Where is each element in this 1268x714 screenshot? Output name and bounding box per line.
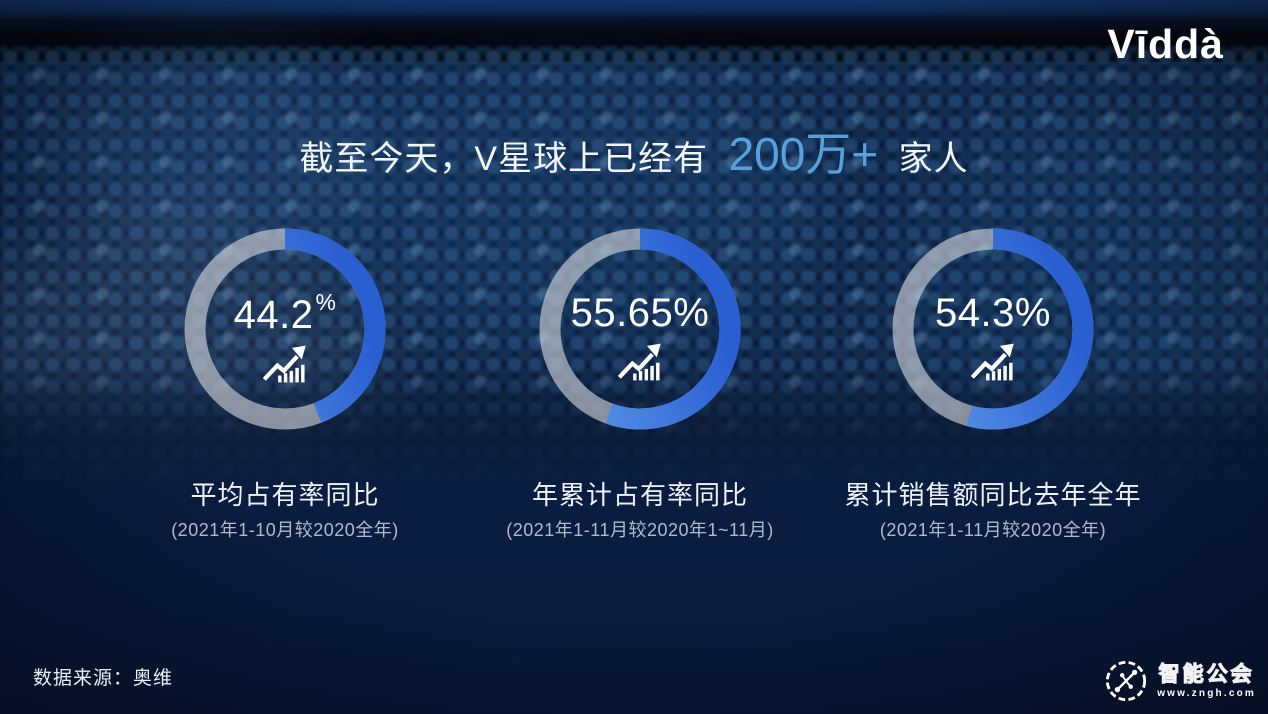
donut-chart-cumulative-sales: 54.3% 累计销售额同比去年全年 (2021年1-11月较2020全年) — [803, 228, 1183, 542]
donut-center: 44.2% — [184, 236, 386, 438]
donut-ring-svg — [184, 228, 386, 430]
donut-center: 55.65% — [539, 236, 741, 438]
title-highlight: 200万+ — [728, 128, 879, 180]
page-title: 截至今天，V星球上已经有 200万+ 家人 — [0, 128, 1268, 185]
circuit-chip-icon — [1106, 660, 1147, 702]
donut-arc — [184, 228, 386, 430]
ceiling-gradient — [0, 0, 1268, 62]
donut-ring-svg — [539, 228, 741, 430]
vidda-logo: Vīddà — [1107, 21, 1224, 67]
chart-period: (2021年1-11月较2020年1~11月) — [506, 520, 774, 541]
donut-ring: 54.3% — [892, 228, 1094, 430]
percent-sign: % — [673, 291, 710, 335]
chart-caption: 平均占有率同比 — [190, 480, 380, 510]
title-prefix: 截至今天，V星球上已经有 — [299, 140, 709, 178]
donut-arc — [892, 228, 1094, 430]
donut-ring: 44.2% — [184, 228, 386, 430]
percent-number: 44.2 — [233, 293, 314, 337]
title-suffix: 家人 — [898, 140, 969, 178]
chart-caption: 累计销售额同比去年全年 — [844, 480, 1142, 510]
chart-caption: 年累计占有率同比 — [531, 480, 748, 510]
donut-arc — [539, 228, 741, 430]
donut-chart-average-share: 44.2% 平均占有率同比 (2021年1-10月较2020全年) — [95, 228, 475, 542]
donut-center: 54.3% — [892, 236, 1094, 438]
watermark-texts: 智能公会 www.zngh.com — [1157, 662, 1256, 700]
chart-period: (2021年1-11月较2020全年) — [879, 520, 1107, 541]
trend-up-icon — [970, 343, 1014, 381]
donut-ring: 55.65% — [539, 228, 741, 430]
donut-chart-ytd-share: 55.65% 年累计占有率同比 (2021年1-11月较2020年1~11月) — [450, 228, 830, 542]
percent-number: 55.65 — [570, 291, 674, 335]
donut-ring-svg — [892, 228, 1094, 430]
trend-up-icon — [617, 343, 661, 381]
bokeh-glow — [50, 40, 370, 250]
watermark-url: www.zngh.com — [1157, 688, 1256, 700]
watermark-badge: 智能公会 www.zngh.com — [1103, 658, 1256, 704]
watermark-name: 智能公会 — [1158, 662, 1255, 686]
percent-value: 44.2% — [234, 290, 337, 336]
chart-period: (2021年1-10月较2020全年) — [171, 520, 399, 541]
percent-value: 54.3% — [935, 292, 1051, 334]
data-source-note: 数据来源：奥维 — [33, 668, 174, 689]
percent-value: 55.65% — [571, 292, 710, 334]
percent-sign: % — [1014, 291, 1051, 335]
percent-number: 54.3 — [935, 291, 1015, 335]
percent-sign: % — [315, 289, 337, 315]
trend-up-icon — [262, 345, 306, 383]
